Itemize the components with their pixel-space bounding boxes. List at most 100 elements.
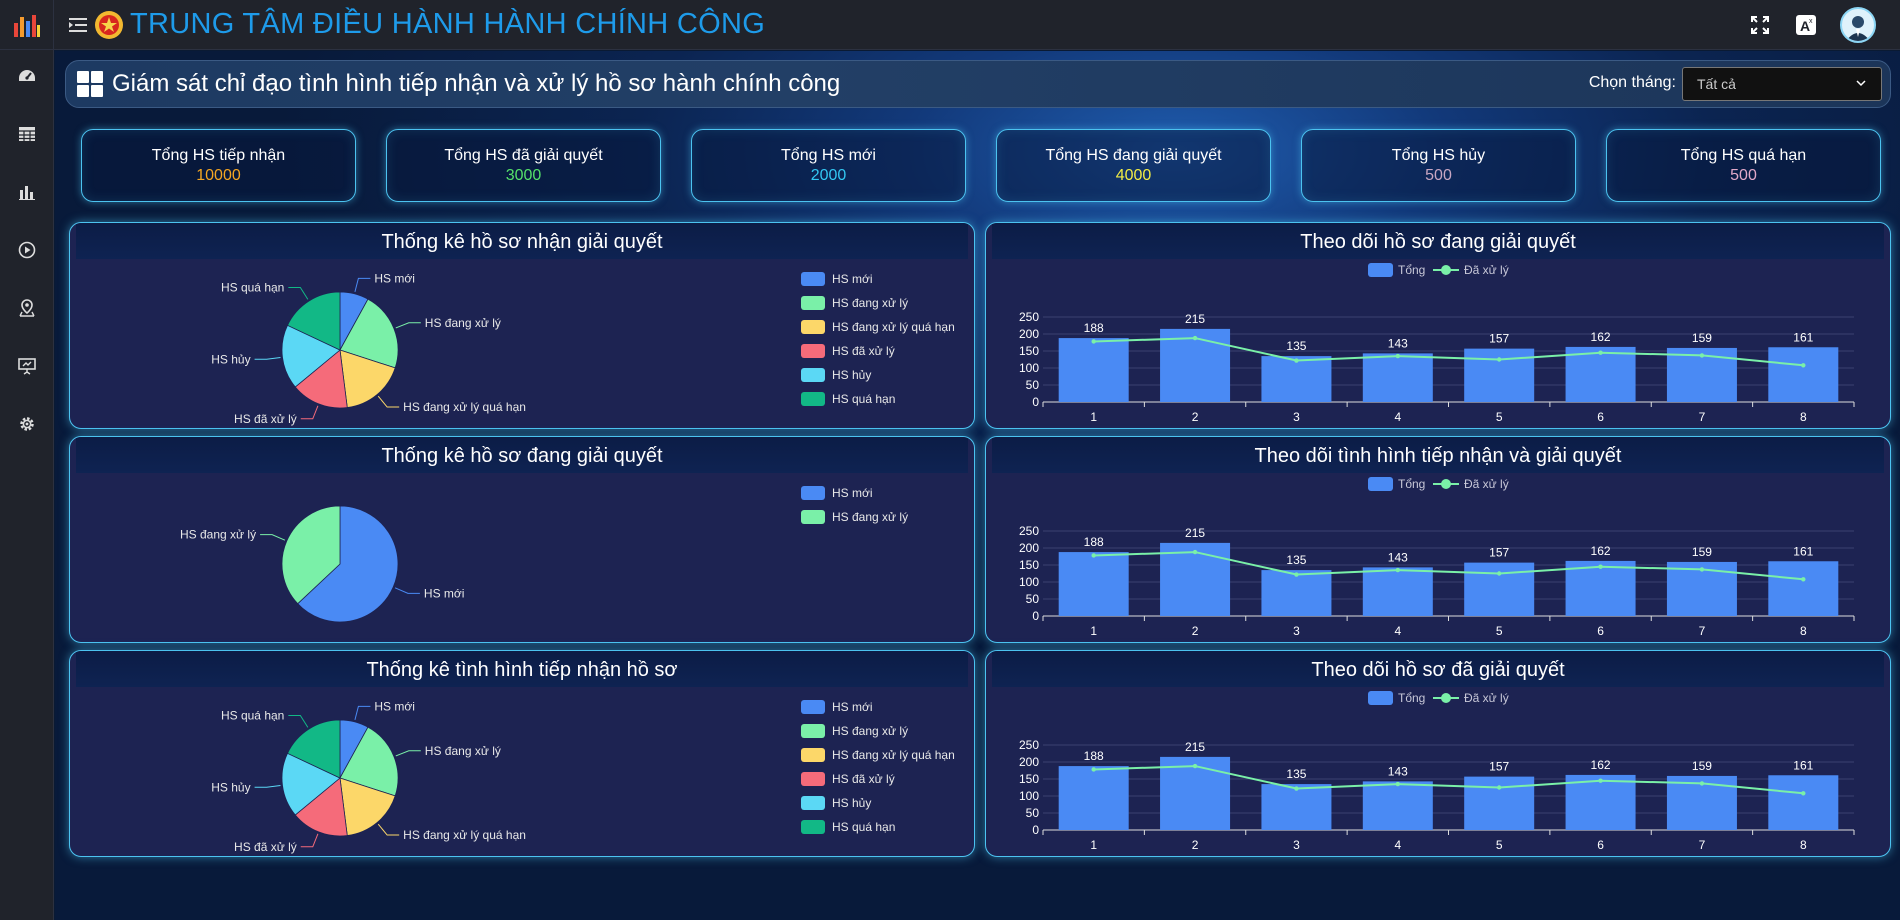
line-point	[1801, 577, 1806, 582]
play-circle-icon[interactable]	[15, 238, 39, 262]
month-select[interactable]: Tất cả	[1682, 67, 1882, 101]
bar	[1768, 347, 1839, 402]
stat-card-overdue[interactable]: Tổng HS quá hạn 500	[1606, 129, 1881, 202]
legend-swatch	[801, 748, 825, 762]
bar-value-label: 188	[1084, 321, 1104, 335]
stat-card-new[interactable]: Tổng HS mới 2000	[691, 129, 966, 202]
pie-slice	[286, 291, 341, 351]
legend-swatch	[801, 724, 825, 738]
pie-slice	[281, 324, 341, 388]
legend-label: HS đang xử lý quá hạn	[832, 320, 955, 334]
panel-received-pie: HS mới HS đang xử lý HS đang xử lý quá hạn…	[69, 222, 975, 429]
legend-label: HS đang xử lý quá hạn	[832, 748, 955, 762]
translate-icon[interactable]: A x	[1794, 13, 1818, 37]
line-point	[1395, 781, 1401, 787]
page-title: Giám sát chỉ đạo tình hình tiếp nhận và …	[112, 70, 841, 97]
bar	[1160, 756, 1231, 830]
bar-chart-icon[interactable]	[15, 180, 39, 204]
line-point	[1192, 549, 1198, 555]
y-tick-label: 150	[1019, 558, 1039, 572]
bar-value-label: 157	[1489, 546, 1509, 560]
legend-swatch	[1368, 477, 1393, 491]
pie-chart: HS mới HS đang xử lý HS đang xử lý quá hạn…	[211, 699, 955, 853]
legend-swatch	[801, 820, 825, 834]
bar	[1160, 328, 1231, 402]
legend-swatch	[801, 486, 825, 500]
x-tick-label: 3	[1293, 624, 1300, 638]
line-point	[1395, 353, 1401, 359]
y-tick-label: 250	[1019, 738, 1039, 752]
x-tick-label: 4	[1394, 624, 1401, 638]
pie-label: HS quá hạn	[221, 709, 284, 723]
pie-slice	[339, 777, 396, 836]
settings-gear-icon[interactable]	[15, 412, 39, 436]
x-tick-label: 8	[1800, 838, 1807, 852]
y-tick-label: 0	[1032, 609, 1039, 623]
legend-label: Tổng	[1398, 691, 1425, 705]
stat-card-resolved[interactable]: Tổng HS đã giải quyết 3000	[386, 129, 661, 202]
y-tick-label: 150	[1019, 344, 1039, 358]
pie-label: HS mới	[374, 271, 415, 285]
bar	[1464, 562, 1535, 616]
line-point	[1091, 553, 1096, 558]
bar	[1565, 346, 1636, 402]
pie-label: HS đang xử lý quá hạn	[403, 828, 526, 842]
panel-processing-bar: Tổng Đã xử lý 0 50 100 150 200 250 188 1 215 2 135 3 1…	[985, 222, 1891, 429]
fullscreen-icon[interactable]	[1748, 13, 1772, 37]
app-title: TRUNG TÂM ĐIỀU HÀNH HÀNH CHÍNH CÔNG	[130, 8, 766, 40]
bar-value-label: 157	[1489, 760, 1509, 774]
legend-marker	[1441, 693, 1451, 703]
user-avatar[interactable]	[1840, 7, 1876, 43]
legend-label: Tổng	[1398, 477, 1425, 491]
month-select-value: Tất cả	[1697, 76, 1736, 92]
x-tick-label: 1	[1090, 624, 1097, 638]
panel-resolved-bar: Tổng Đã xử lý 0 50 100 150 200 250 188 1 215 2 135 3 1…	[985, 650, 1891, 857]
pie-label: HS hủy	[211, 352, 250, 366]
bar-value-label: 135	[1286, 339, 1306, 353]
bar	[1362, 781, 1433, 830]
stat-card-cancelled[interactable]: Tổng HS hủy 500	[1301, 129, 1576, 202]
series-line	[1093, 551, 1804, 581]
x-tick-label: 5	[1496, 838, 1503, 852]
line-point	[1091, 339, 1096, 344]
y-tick-label: 50	[1026, 592, 1040, 606]
panel-title: Thống kê hồ sơ nhận giải quyết	[76, 223, 968, 259]
bar	[1261, 784, 1332, 830]
line-point	[1496, 785, 1502, 790]
pie-label: HS mới	[374, 699, 415, 713]
stat-value: 10000	[196, 167, 241, 184]
legend-swatch	[801, 772, 825, 786]
table-icon[interactable]	[15, 122, 39, 146]
legend-label: HS mới	[832, 486, 873, 500]
stat-card-processing[interactable]: Tổng HS đang giải quyết 4000	[996, 129, 1271, 202]
pie-slice	[281, 752, 341, 816]
panel-title: Theo dõi hồ sơ đang giải quyết	[992, 223, 1884, 259]
presentation-icon[interactable]	[15, 354, 39, 378]
legend-swatch	[801, 320, 825, 334]
legend-swatch	[801, 392, 825, 406]
x-tick-label: 4	[1394, 410, 1401, 424]
x-tick-label: 1	[1090, 838, 1097, 852]
pie-leader-line	[300, 833, 319, 848]
bar	[1058, 338, 1129, 402]
line-point	[1395, 567, 1401, 573]
line-point	[1294, 572, 1299, 577]
map-pin-icon[interactable]	[15, 296, 39, 320]
pie-leader-line	[354, 705, 371, 721]
dashboard-icon[interactable]	[15, 64, 39, 88]
bar-chart-logo-icon	[13, 14, 40, 37]
legend-label: HS đã xử lý	[832, 344, 895, 358]
line-point	[1294, 358, 1299, 363]
bar-value-label: 188	[1084, 749, 1104, 763]
pie-label: HS đang xử lý	[425, 316, 501, 330]
app-logo[interactable]	[0, 0, 54, 50]
stat-card-received[interactable]: Tổng HS tiếp nhận 10000	[81, 129, 356, 202]
x-tick-label: 6	[1597, 838, 1604, 852]
menu-toggle-icon[interactable]	[68, 15, 88, 35]
grid-icon	[77, 71, 103, 97]
line-point	[1598, 350, 1603, 355]
bar	[1768, 775, 1839, 830]
bar	[1058, 766, 1129, 830]
bar-value-label: 135	[1286, 553, 1306, 567]
y-tick-label: 250	[1019, 310, 1039, 324]
